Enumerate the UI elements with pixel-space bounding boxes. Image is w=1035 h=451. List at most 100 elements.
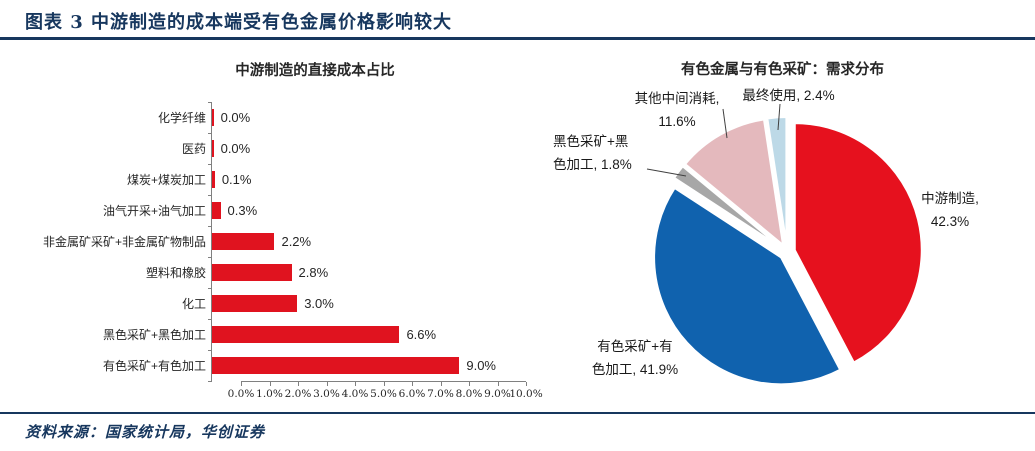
bar-value-label: 2.8% bbox=[298, 265, 329, 280]
x-axis-tick-label: 5.0% bbox=[370, 388, 397, 400]
bar-row: 黑色采矿+黑色加工 6.6% bbox=[30, 319, 530, 351]
bar-value-label: 3.0% bbox=[304, 296, 334, 311]
bar-category-label: 医药 bbox=[181, 142, 206, 156]
pie-leader-line bbox=[777, 103, 781, 131]
bar bbox=[212, 171, 215, 188]
x-axis-tick bbox=[241, 382, 242, 386]
charts-row: 中游制造的直接成本占比 化学纤维 0.0% 医药 0.0% 煤炭+煤炭加工 0.1% 油气开… bbox=[0, 40, 1035, 412]
x-axis-tick-label: 3.0% bbox=[313, 388, 340, 400]
pie-slice-label-line: 黑色采矿+黑 bbox=[553, 134, 629, 149]
bar-category-label: 煤炭+煤炭加工 bbox=[126, 173, 206, 187]
bar-value-label: 6.6% bbox=[406, 327, 437, 342]
pie-leader-line bbox=[722, 108, 728, 139]
pie-slice-label-有色采矿+有色加工: 有色采矿+有 色加工, 41.9% bbox=[570, 335, 700, 381]
x-axis-tick-label: 10.0% bbox=[509, 388, 543, 400]
pie-slice-label-最终使用: 最终使用, 2.4% bbox=[726, 84, 851, 107]
bar bbox=[212, 202, 221, 219]
bar-row: 煤炭+煤炭加工 0.1% bbox=[30, 164, 530, 196]
x-axis-tick-label: 8.0% bbox=[455, 388, 483, 400]
bar-track: 3.0% bbox=[208, 288, 496, 320]
bar-track: 0.0% bbox=[208, 102, 496, 134]
bar bbox=[212, 326, 400, 343]
x-axis-tick bbox=[469, 382, 470, 386]
x-axis-tick bbox=[383, 382, 385, 386]
x-axis-tick bbox=[526, 382, 527, 386]
bar bbox=[212, 233, 275, 250]
bar-track: 9.0% bbox=[208, 350, 496, 382]
figure-footer: 资料来源：国家统计局，华创证券 bbox=[0, 412, 1035, 451]
pie-slice-label-line: 色加工, 41.9% bbox=[591, 362, 679, 377]
source-text: 资料来源：国家统计局，华创证券 bbox=[25, 423, 266, 441]
bar-category-label: 塑料和橡胶 bbox=[145, 266, 206, 280]
bar-value-label: 0.3% bbox=[227, 203, 258, 218]
bar-chart-panel: 中游制造的直接成本占比 化学纤维 0.0% 医药 0.0% 煤炭+煤炭加工 0.1% 油气开… bbox=[0, 45, 543, 412]
pie-slice-label-line: 最终使用, 2.4% bbox=[742, 88, 835, 103]
x-axis-tick bbox=[412, 382, 413, 386]
pie-slice-黑色采矿+黑色加工 bbox=[673, 165, 782, 249]
bar-category-label: 油气开采+油气加工 bbox=[102, 204, 206, 218]
x-axis-tick bbox=[355, 382, 356, 386]
x-axis-tick bbox=[298, 382, 299, 386]
pie-slice-label-line: 有色采矿+有 bbox=[597, 339, 673, 354]
bar-value-label: 2.2% bbox=[281, 234, 312, 249]
x-axis-tick-label: 2.0% bbox=[284, 388, 312, 400]
bar-track: 0.3% bbox=[208, 195, 496, 227]
x-axis-tick-label: 6.0% bbox=[398, 388, 426, 400]
pie-slice-label-中游制造: 中游制造, 42.3% bbox=[900, 187, 1000, 233]
pie-slice-label-line: 42.3% bbox=[930, 214, 970, 229]
pie-chart-title: 有色金属与有色采矿：需求分布 bbox=[681, 62, 884, 78]
x-axis-tick-label: 1.0% bbox=[256, 388, 283, 400]
bar-x-axis: 0.0% 1.0% 2.0% 3.0% 4.0% 5.0% 6.0% 7.0% 8.0% 9.0%… bbox=[228, 381, 543, 403]
bar-chart-title: 中游制造的直接成本占比 bbox=[235, 63, 395, 79]
figure-title: 图表 3 中游制造的成本端受有色金属价格影响较大 bbox=[25, 12, 453, 33]
bar-value-label: 0.1% bbox=[221, 172, 252, 187]
bar-value-label: 0.0% bbox=[220, 110, 251, 125]
pie-slice-label-line: 其他中间消耗, bbox=[634, 91, 720, 106]
bar-row: 非金属矿采矿+非金属矿物制品 2.2% bbox=[30, 226, 530, 258]
pie-slice-label-line: 11.6% bbox=[658, 114, 696, 129]
pie-slice-label-黑色采矿+黑色加工: 黑色采矿+黑 色加工, 1.8% bbox=[553, 130, 663, 176]
bar-category-label: 化学纤维 bbox=[157, 111, 206, 125]
pie-slice-其他中间消耗 bbox=[684, 118, 785, 247]
bar-category-label: 有色采矿+有色加工 bbox=[102, 359, 206, 373]
bar-row: 塑料和橡胶 2.8% bbox=[30, 257, 530, 289]
pie-chart-panel: 有色金属与有色采矿：需求分布 中游制造, 42.3% 有色采矿+有 色加工, 41.9… bbox=[530, 45, 1035, 412]
bar-track: 0.0% bbox=[208, 133, 496, 165]
pie-svg bbox=[646, 103, 923, 386]
bar-track: 6.6% bbox=[208, 319, 496, 351]
pie-slice-label-其他中间消耗: 其他中间消耗, 11.6% bbox=[623, 87, 731, 133]
pie-slice-最终使用 bbox=[766, 116, 788, 246]
bar bbox=[212, 295, 298, 312]
bar-row: 化工 3.0% bbox=[30, 288, 530, 320]
figure-header: 图表 3 中游制造的成本端受有色金属价格影响较大 bbox=[0, 0, 1035, 40]
bar-track: 2.2% bbox=[208, 226, 496, 258]
x-axis-tick bbox=[497, 382, 499, 386]
pie-leader-line bbox=[646, 168, 687, 177]
bar-row: 化学纤维 0.0% bbox=[30, 102, 530, 134]
pie-slice-中游制造 bbox=[793, 122, 923, 364]
bar-row: 油气开采+油气加工 0.3% bbox=[30, 195, 530, 227]
pie-slice-label-line: 中游制造, bbox=[921, 191, 979, 206]
x-axis-tick-label: 9.0% bbox=[484, 388, 511, 400]
x-axis-tick-label: 7.0% bbox=[427, 388, 454, 400]
pie-slice-有色采矿+有色加工 bbox=[653, 186, 842, 386]
bar-plot: 化学纤维 0.0% 医药 0.0% 煤炭+煤炭加工 0.1% 油气开采+油气加工 0.3% 非金… bbox=[30, 102, 530, 382]
x-axis-tick bbox=[326, 382, 328, 386]
pie-slice-label-line: 色加工, 1.8% bbox=[553, 157, 632, 172]
x-axis-tick bbox=[269, 382, 271, 386]
bar-track: 2.8% bbox=[208, 257, 496, 289]
bar-category-label: 化工 bbox=[181, 297, 206, 311]
bar-category-label: 非金属矿采矿+非金属矿物制品 bbox=[42, 235, 206, 249]
x-axis-tick-label: 4.0% bbox=[341, 388, 369, 400]
bar-category-label: 黑色采矿+黑色加工 bbox=[102, 328, 206, 342]
bar-row: 有色采矿+有色加工 9.0% bbox=[30, 350, 530, 382]
bar bbox=[212, 264, 292, 281]
bar-value-label: 9.0% bbox=[466, 358, 496, 373]
x-axis-tick-label: 0.0% bbox=[227, 388, 255, 400]
bar-track: 0.1% bbox=[208, 164, 496, 196]
x-axis-tick bbox=[440, 382, 442, 386]
bar bbox=[212, 140, 214, 157]
bar-value-label: 0.0% bbox=[220, 141, 251, 156]
bar bbox=[212, 109, 214, 126]
